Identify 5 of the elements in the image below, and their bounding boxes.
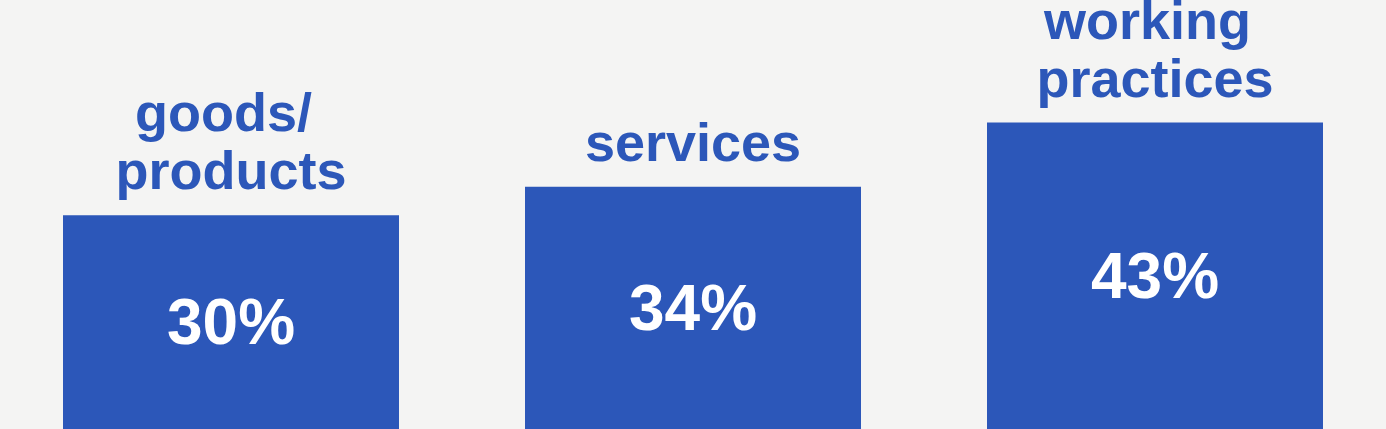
data-label: 43%: [1090, 239, 1220, 312]
x-tick-label: goods/ products: [115, 82, 347, 201]
data-label: 30%: [166, 286, 296, 359]
x-tick-label: services: [584, 111, 802, 172]
data-label: 34%: [628, 271, 758, 344]
